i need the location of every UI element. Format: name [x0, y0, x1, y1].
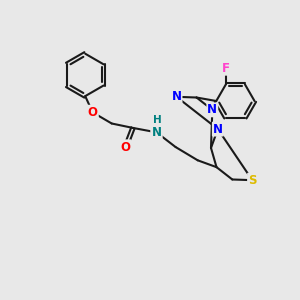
Text: N: N	[172, 90, 182, 103]
Text: N: N	[152, 126, 161, 139]
Text: O: O	[121, 141, 130, 154]
Text: N: N	[213, 123, 223, 136]
Text: S: S	[248, 174, 256, 187]
Text: O: O	[88, 106, 98, 119]
Text: O: O	[121, 141, 130, 154]
Text: H: H	[153, 115, 161, 125]
Text: H: H	[153, 115, 162, 125]
Text: N: N	[152, 126, 161, 139]
Text: N: N	[207, 103, 217, 116]
Text: O: O	[88, 106, 98, 119]
Text: F: F	[222, 62, 230, 75]
